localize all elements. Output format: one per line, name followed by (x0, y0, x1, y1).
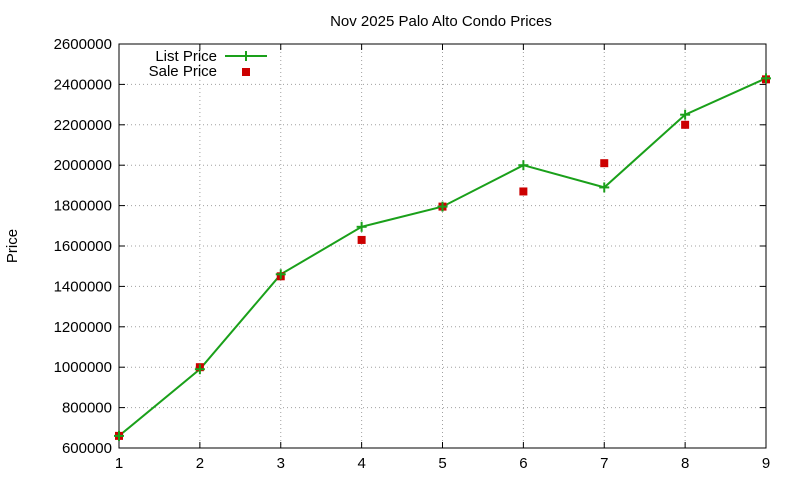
x-tick-label: 9 (762, 455, 770, 472)
y-tick-labels: 600000 800000 1000000 1200000 1400000 1600000… (54, 36, 112, 457)
point-sale-price (681, 120, 690, 129)
y-tick-label: 1400000 (54, 278, 112, 295)
y-tick-label: 1600000 (54, 238, 112, 255)
point-list-price (437, 201, 448, 212)
axis-ticks (118, 43, 767, 449)
y-tick-label: 1200000 (54, 319, 112, 336)
series-line-list-price (118, 77, 767, 437)
y-tick-label: 600000 (62, 440, 112, 457)
x-tick-labels: 1 2 3 4 5 6 7 8 9 (115, 455, 770, 472)
point-list-price (356, 221, 367, 232)
legend-label-list-price: List Price (155, 48, 217, 65)
point-list-price (680, 109, 691, 120)
y-tick-label: 2400000 (54, 76, 112, 93)
x-tick-label: 7 (600, 455, 608, 472)
y-tick-label: 2200000 (54, 117, 112, 134)
point-list-price (518, 160, 529, 171)
point-list-price (761, 73, 771, 84)
point-list-price (275, 269, 286, 280)
x-tick-label: 3 (277, 455, 285, 472)
series-layer (114, 73, 771, 441)
grid (119, 44, 766, 448)
legend: List Price Sale Price (149, 48, 267, 80)
x-tick-label: 5 (438, 455, 446, 472)
x-tick-label: 4 (357, 455, 365, 472)
point-list-price (114, 430, 124, 441)
point-list-price (194, 364, 205, 375)
x-tick-label: 6 (519, 455, 527, 472)
y-tick-label: 1800000 (54, 198, 112, 215)
x-tick-label: 1 (115, 455, 123, 472)
x-tick-label: 2 (196, 455, 204, 472)
legend-marker-list-price (241, 51, 251, 61)
point-sale-price (519, 187, 528, 196)
y-tick-label: 2600000 (54, 36, 112, 53)
legend-label-sale-price: Sale Price (149, 63, 217, 80)
y-tick-label: 1000000 (54, 359, 112, 376)
y-axis-label: Price (4, 229, 21, 263)
y-tick-label: 800000 (62, 400, 112, 417)
point-sale-price (600, 159, 609, 168)
legend-marker-sale-price (242, 68, 250, 76)
y-tick-label: 2000000 (54, 157, 112, 174)
chart-title: Nov 2025 Palo Alto Condo Prices (330, 13, 552, 30)
point-list-price (599, 182, 610, 193)
x-tick-label: 8 (681, 455, 689, 472)
point-sale-price (357, 235, 366, 244)
